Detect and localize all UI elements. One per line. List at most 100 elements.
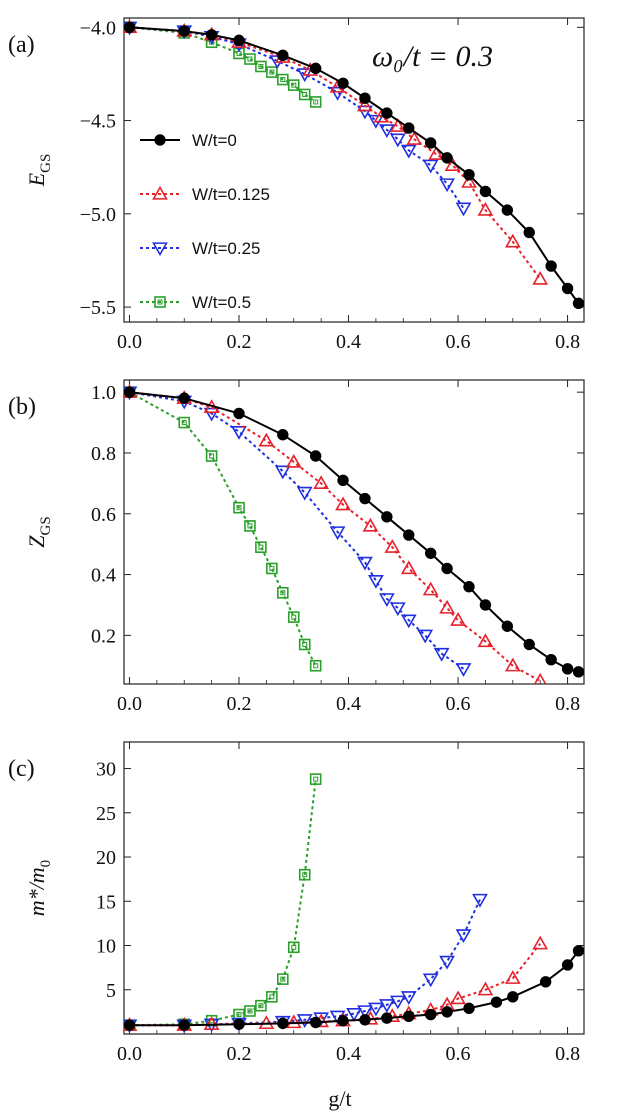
x-tick-label: 0.8 [555,331,580,353]
data-point-w-t-0 [277,1017,289,1030]
data-point-w-t-0-5 [309,773,322,785]
y-tick-label: −5.5 [80,297,116,319]
x-tick-label: 0.6 [446,331,471,353]
panel-a: 0.0 0.2 0.4 0.6 0.8 −4.0 −4.5 −5.0 −5.5 (a) EGS [8,17,585,353]
data-point-w-t-0-25 [400,144,417,159]
y-tick-label: 10 [96,936,116,958]
data-point-w-t-0 [424,1008,437,1021]
legend-label: W/t=0.25 [192,239,261,258]
series-line [129,26,317,103]
x-tick-label: 0.0 [117,693,142,715]
y-axis-title: EGS [24,154,54,188]
data-point-w-t-0-5 [255,60,267,73]
data-point-w-t-0-125 [461,174,477,188]
data-point-legend-w-t-0-5 [154,296,166,308]
legend-label: W/t=0.125 [192,185,270,204]
data-point-w-t-0 [233,34,245,47]
series-line [129,391,465,670]
y-tick-label: −5.0 [80,204,116,226]
data-point-w-t-0-5 [309,96,322,108]
data-point-w-t-0-25 [422,973,439,988]
data-point-w-t-0-25 [472,893,488,908]
data-point-w-t-0-125 [533,672,547,684]
y-tick-label: 15 [96,891,116,913]
x-tick-label: 0.4 [336,331,361,353]
data-point-w-t-0-25 [357,1005,373,1020]
data-point-w-t-0-25 [357,556,373,571]
y-tick-label: 30 [96,759,116,781]
data-point-w-t-0 [561,663,574,675]
data-point-w-t-0 [490,996,503,1008]
data-point-w-t-0 [233,407,245,420]
data-point-w-t-0 [507,991,519,1003]
data-point-w-t-0 [441,152,453,164]
data-point-w-t-0 [337,474,349,487]
data-point-w-t-0 [545,653,557,666]
panel-label: (a) [8,32,35,58]
data-point-w-t-0-25 [346,1007,362,1022]
data-point-w-t-0-5 [178,416,191,429]
y-tick-label: 0.4 [91,565,116,587]
data-point-w-t-0-25 [368,1002,384,1017]
panel-b: 0.0 0.2 0.4 0.6 0.8 0.2 0.4 0.6 0.8 1.0 (b) ZGS [8,379,585,715]
data-point-w-t-0 [277,49,289,62]
data-point-w-t-0-25 [274,465,291,480]
data-point-w-t-0-25 [296,1014,313,1028]
series-line [129,26,580,304]
data-point-w-t-0-125 [532,935,549,950]
data-point-w-t-0 [572,666,584,678]
data-point-w-t-0-5 [266,66,278,78]
data-point-w-t-0-25 [368,574,384,589]
data-point-w-t-0-5 [277,973,289,985]
data-point-w-t-0 [381,107,393,119]
data-point-w-t-0-125 [450,612,466,626]
y-tick-label: −4.5 [80,111,116,133]
data-point-w-t-0 [277,429,289,441]
data-point-w-t-0-125 [335,496,351,511]
x-axis-title: g/t [328,1086,351,1111]
data-point-legend-w-t-0 [154,134,166,146]
data-point-legend-w-t-0-25 [152,242,168,257]
data-point-w-t-0-125 [285,453,302,468]
data-point-w-t-0 [124,1019,136,1031]
data-point-w-t-0-5 [255,999,267,1012]
x-tick-label: 0.4 [336,1043,361,1065]
series-w-t-0-5 [124,773,322,1031]
series-w-t-0-25 [124,386,472,677]
data-point-w-t-0 [479,599,492,611]
x-tick-label: 0.8 [555,693,580,715]
data-point-w-t-0-25 [417,629,434,644]
data-point-w-t-0-125 [477,201,494,216]
y-axis-title: m*/m0 [24,860,54,916]
series-line [129,899,481,1027]
data-point-w-t-0 [561,282,574,295]
plot-frame [123,379,585,685]
data-point-w-t-0-5 [244,1005,256,1017]
data-point-w-t-0-5 [287,611,300,623]
data-point-w-t-0 [381,1012,393,1024]
data-point-w-t-0 [337,77,349,89]
data-point-w-t-0-125 [504,970,521,984]
data-point-w-t-0 [539,976,552,988]
data-point-w-t-0-125 [532,270,549,285]
data-point-w-t-0-125 [313,475,330,490]
series-w-t-0-5 [124,21,322,108]
data-point-w-t-0 [403,1010,415,1023]
y-tick-label: −4.0 [80,17,116,39]
y-tick-label: 0.8 [91,443,116,465]
panel-label: (c) [8,756,35,782]
data-point-w-t-0 [359,492,371,505]
data-point-w-t-0 [309,1016,322,1029]
data-point-w-t-0-25 [329,526,346,541]
legend-label: W/t=0 [192,131,237,150]
data-point-w-t-0 [359,1014,371,1026]
data-point-w-t-0 [124,386,136,398]
data-point-w-t-0-25 [231,426,247,440]
data-point-w-t-0 [309,62,322,75]
series-line [129,779,317,1027]
data-point-w-t-0-25 [389,995,406,1010]
omega-annotation: ω₀/t = 0.3 [372,40,493,73]
y-axis-title: ZGS [24,516,54,547]
series-line [129,26,542,280]
data-point-w-t-0 [441,1006,453,1018]
